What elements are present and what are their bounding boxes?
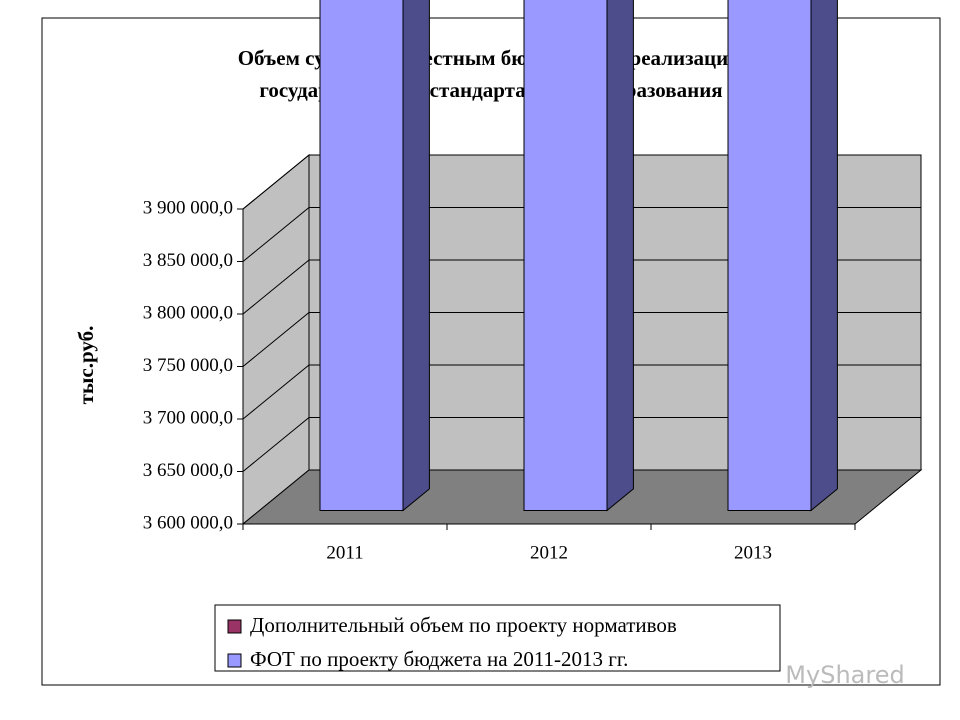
chart-title: Объем субвенций местным бюджетам на реал… (238, 46, 745, 70)
y-tick-label: 3 750 000,0 (143, 355, 233, 376)
y-tick-label: 3 600 000,0 (143, 512, 233, 533)
grid-line (242, 207, 921, 262)
grid-line (242, 417, 921, 472)
x-tick-label: 2011 (326, 542, 363, 563)
grid-line (242, 259, 921, 315)
watermark: MyShared (785, 661, 904, 689)
bar-side (402, 0, 430, 512)
x-tick-label: 2013 (734, 542, 772, 563)
bar-segment (727, 0, 812, 511)
bar-segment (523, 0, 608, 511)
y-tick-label: 3 850 000,0 (143, 250, 233, 271)
bar-side (606, 0, 634, 512)
legend-label: Дополнительный объем по проекту норматив… (250, 613, 677, 637)
y-tick-label: 3 800 000,0 (143, 302, 233, 323)
grid-line (242, 364, 921, 420)
y-axis-label: тыс.руб. (74, 326, 98, 405)
x-tick-label: 2012 (530, 542, 568, 563)
y-tick-label: 3 700 000,0 (143, 407, 233, 428)
y-tick-label: 3 900 000,0 (143, 197, 233, 218)
grid-line (242, 154, 921, 210)
legend-label: ФОТ по проекту бюджета на 2011-2013 гг. (250, 647, 628, 671)
bar-side (810, 0, 838, 512)
legend-swatch (227, 653, 242, 668)
legend-swatch (227, 619, 242, 634)
legend (214, 604, 781, 672)
grid-line (242, 312, 921, 367)
bar-segment (319, 0, 404, 511)
y-tick-label: 3 650 000,0 (143, 460, 233, 481)
